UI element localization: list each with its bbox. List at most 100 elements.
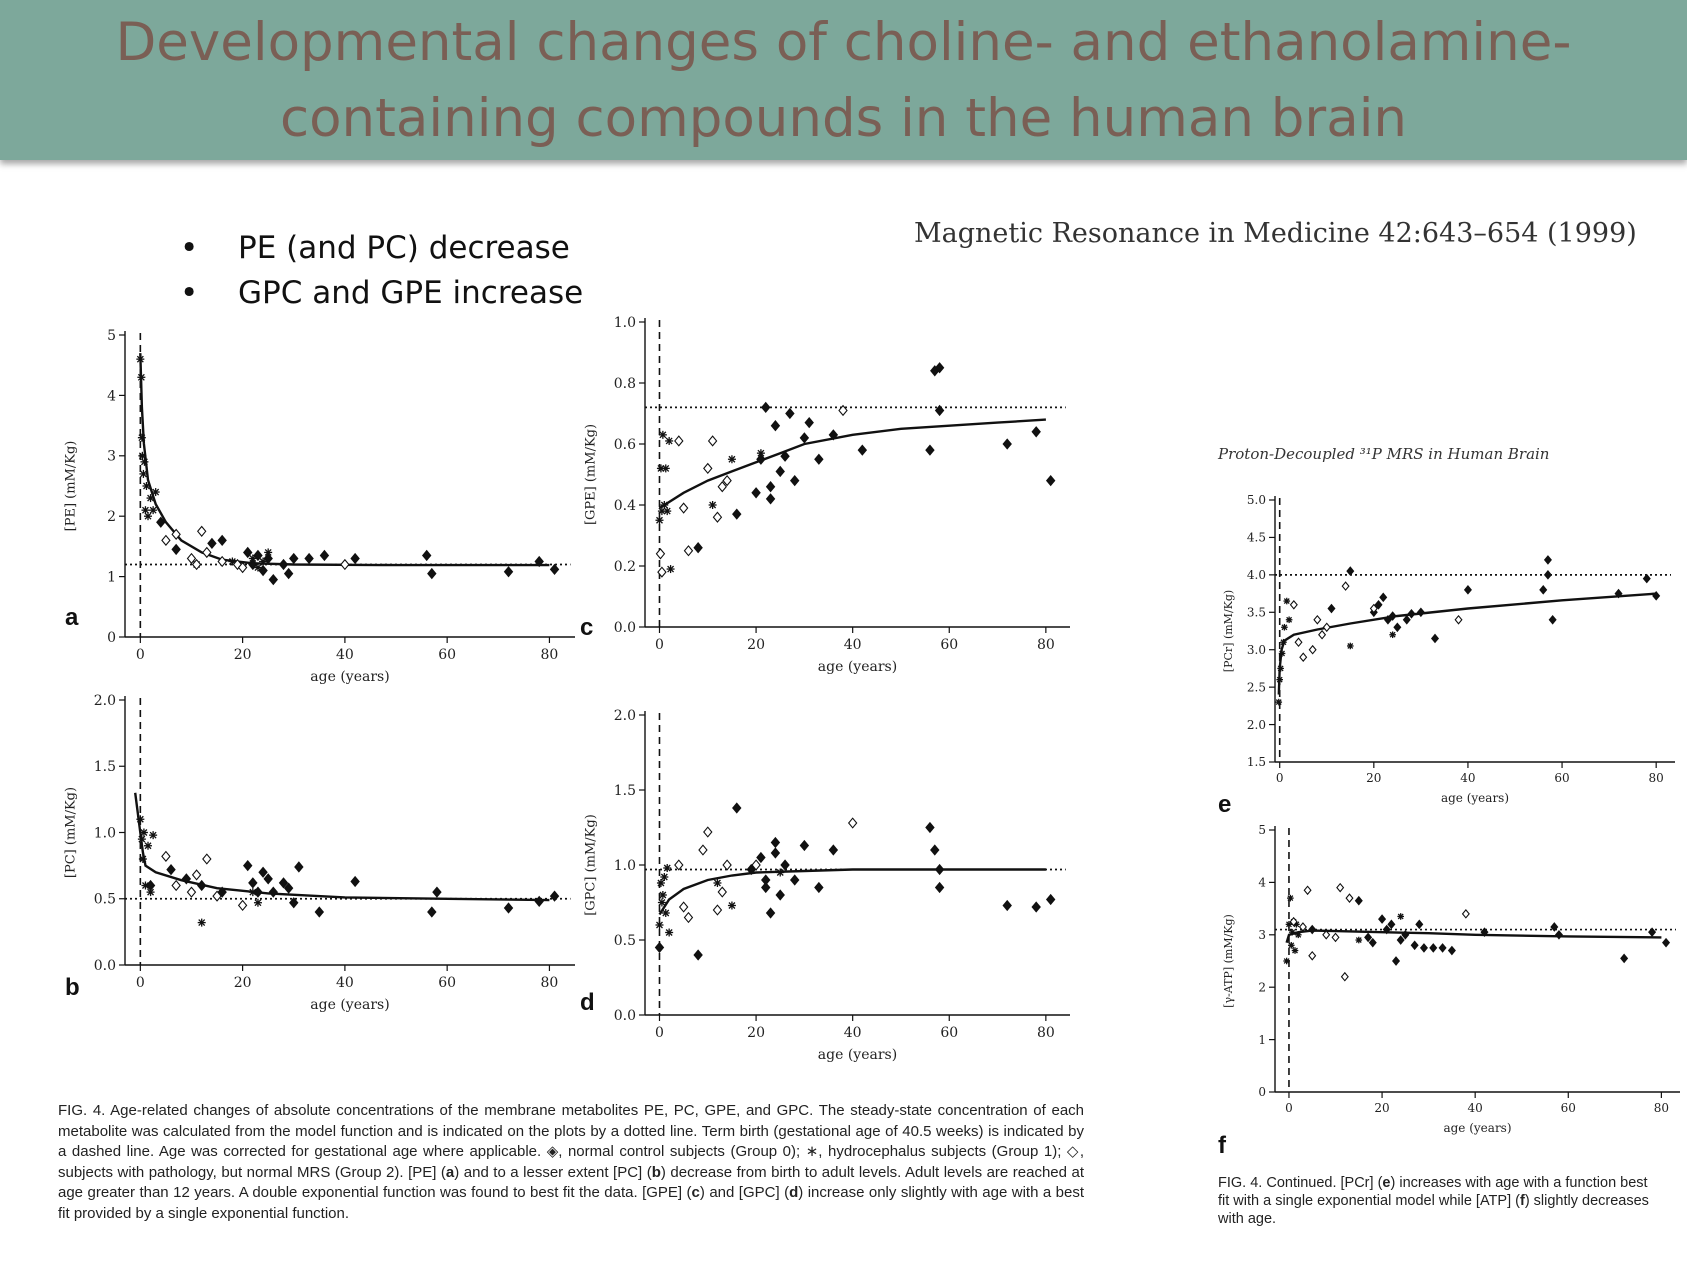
data-point-filled-diamond xyxy=(828,429,839,441)
caption-text: ) slightly decreases with age. xyxy=(1218,1193,1649,1227)
data-point-filled-diamond xyxy=(925,821,935,834)
asterisk-stroke xyxy=(152,488,160,496)
data-point-filled-diamond xyxy=(934,863,945,876)
data-point-asterisk xyxy=(149,506,158,515)
data-point-open-diamond xyxy=(191,869,202,881)
asterisk-stroke xyxy=(254,899,262,907)
data-point-filled-diamond xyxy=(770,420,781,432)
data-point-open-diamond xyxy=(1454,614,1463,625)
data-point-filled-diamond xyxy=(156,516,166,528)
data-point-asterisk xyxy=(140,457,149,466)
data-point-asterisk xyxy=(1277,665,1284,672)
y-tick-label: 1.5 xyxy=(1247,755,1266,769)
x-axis-label: age (years) xyxy=(310,997,389,1013)
data-point-filled-diamond xyxy=(925,444,935,456)
x-tick-label: 20 xyxy=(234,647,252,663)
data-point-asterisk xyxy=(253,563,262,572)
asterisk-stroke xyxy=(1295,931,1302,938)
x-tick-label: 20 xyxy=(747,1025,765,1041)
x-tick-label: 0 xyxy=(136,975,145,991)
y-tick-label: 1 xyxy=(107,570,116,586)
caption-ref-a: a xyxy=(445,1163,455,1181)
caption-text: ) increase only slightly with age with a… xyxy=(58,1184,1085,1222)
x-tick-label: 60 xyxy=(438,975,456,991)
asterisk-stroke xyxy=(139,470,147,478)
data-point-asterisk xyxy=(1281,623,1288,631)
asterisk-stroke xyxy=(728,902,736,909)
data-point-filled-diamond xyxy=(1327,603,1336,614)
data-point-filled-diamond xyxy=(243,859,253,872)
data-point-open-diamond xyxy=(683,911,694,924)
data-point-open-diamond xyxy=(1318,629,1327,640)
data-point-filled-diamond xyxy=(248,558,258,571)
data-point-filled-diamond xyxy=(294,861,304,873)
data-point-asterisk xyxy=(657,898,666,907)
data-point-filled-diamond xyxy=(761,874,771,886)
data-point-asterisk xyxy=(1397,913,1404,920)
x-tick-label: 20 xyxy=(747,637,765,653)
data-point-filled-diamond xyxy=(289,897,299,909)
y-tick-label: 1.0 xyxy=(614,858,636,874)
fit-curve xyxy=(1285,929,1662,944)
caption-ref-e: e xyxy=(1382,1175,1391,1191)
data-point-open-diamond xyxy=(722,859,732,871)
data-point-filled-diamond xyxy=(1419,943,1428,953)
data-point-filled-diamond xyxy=(1045,893,1056,906)
asterisk-stroke xyxy=(136,355,144,363)
data-point-open-diamond xyxy=(1322,622,1331,633)
data-point-filled-diamond xyxy=(283,567,294,580)
x-tick-label: 40 xyxy=(844,1025,862,1041)
y-tick-label: 0.8 xyxy=(614,376,636,392)
asterisk-stroke xyxy=(1283,598,1290,604)
data-point-filled-diamond xyxy=(1480,927,1489,937)
asterisk-stroke xyxy=(147,888,155,896)
data-point-filled-diamond xyxy=(654,941,665,954)
data-point-asterisk xyxy=(665,928,674,937)
data-point-filled-diamond xyxy=(814,881,824,894)
data-point-filled-diamond xyxy=(258,866,268,878)
data-point-asterisk xyxy=(1285,921,1293,928)
bullet-text-pe-pc: PE (and PC) decrease xyxy=(238,230,570,266)
data-point-asterisk xyxy=(1283,957,1290,965)
asterisk-stroke xyxy=(1279,650,1285,657)
x-tick-label: 80 xyxy=(1649,771,1664,785)
data-point-asterisk xyxy=(139,469,148,478)
caption-text: FIG. 4. Continued. [PCr] ( xyxy=(1218,1175,1383,1191)
panel-label: d xyxy=(580,989,595,1016)
asterisk-stroke xyxy=(659,431,667,439)
x-axis-label: age (years) xyxy=(818,1047,897,1063)
data-point-asterisk xyxy=(1294,931,1302,939)
data-point-asterisk xyxy=(137,373,146,382)
data-point-open-diamond xyxy=(674,435,684,447)
data-point-filled-diamond xyxy=(283,882,294,894)
data-point-open-diamond xyxy=(717,481,727,493)
data-point-asterisk xyxy=(1278,650,1286,657)
x-tick-label: 60 xyxy=(940,1025,958,1041)
data-point-asterisk xyxy=(1283,597,1291,605)
x-axis-label: age (years) xyxy=(818,659,897,675)
y-tick-label: 3 xyxy=(1258,928,1266,942)
asterisk-stroke xyxy=(1277,665,1284,672)
data-point-filled-diamond xyxy=(775,889,785,901)
asterisk-stroke xyxy=(249,888,257,896)
data-point-filled-diamond xyxy=(289,552,299,565)
y-tick-label: 4.0 xyxy=(1247,568,1266,582)
data-point-filled-diamond xyxy=(799,432,810,444)
asterisk-stroke xyxy=(198,919,206,927)
asterisk-stroke xyxy=(658,507,666,515)
data-point-asterisk xyxy=(661,464,670,473)
data-point-filled-diamond xyxy=(1620,953,1629,964)
x-tick-label: 20 xyxy=(1366,771,1381,785)
asterisk-stroke xyxy=(144,842,152,850)
y-tick-label: 0.5 xyxy=(614,933,636,949)
asterisk-stroke xyxy=(757,449,765,457)
y-tick-label: 0 xyxy=(1258,1085,1266,1099)
data-point-filled-diamond xyxy=(775,465,785,478)
data-point-filled-diamond xyxy=(732,508,742,520)
data-point-open-diamond xyxy=(1461,909,1470,919)
x-tick-label: 40 xyxy=(336,647,354,663)
panel-label: e xyxy=(1218,791,1231,818)
data-point-filled-diamond xyxy=(934,362,945,374)
data-point-open-diamond xyxy=(703,826,713,838)
data-point-open-diamond xyxy=(237,561,248,574)
